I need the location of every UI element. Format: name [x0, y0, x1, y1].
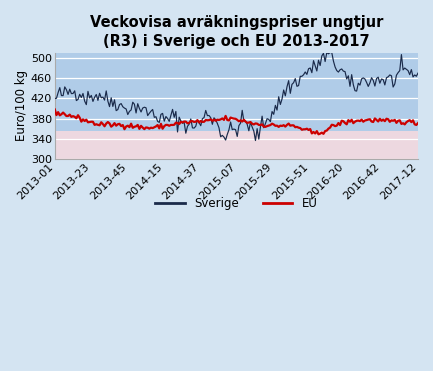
- Y-axis label: Euro/100 kg: Euro/100 kg: [15, 70, 28, 141]
- Legend: Sverige, EU: Sverige, EU: [151, 193, 322, 215]
- Bar: [55, 131, 418, 159]
- Title: Veckovisa avräkningspriser ungtjur
(R3) i Sverige och EU 2013-2017: Veckovisa avräkningspriser ungtjur (R3) …: [90, 15, 383, 49]
